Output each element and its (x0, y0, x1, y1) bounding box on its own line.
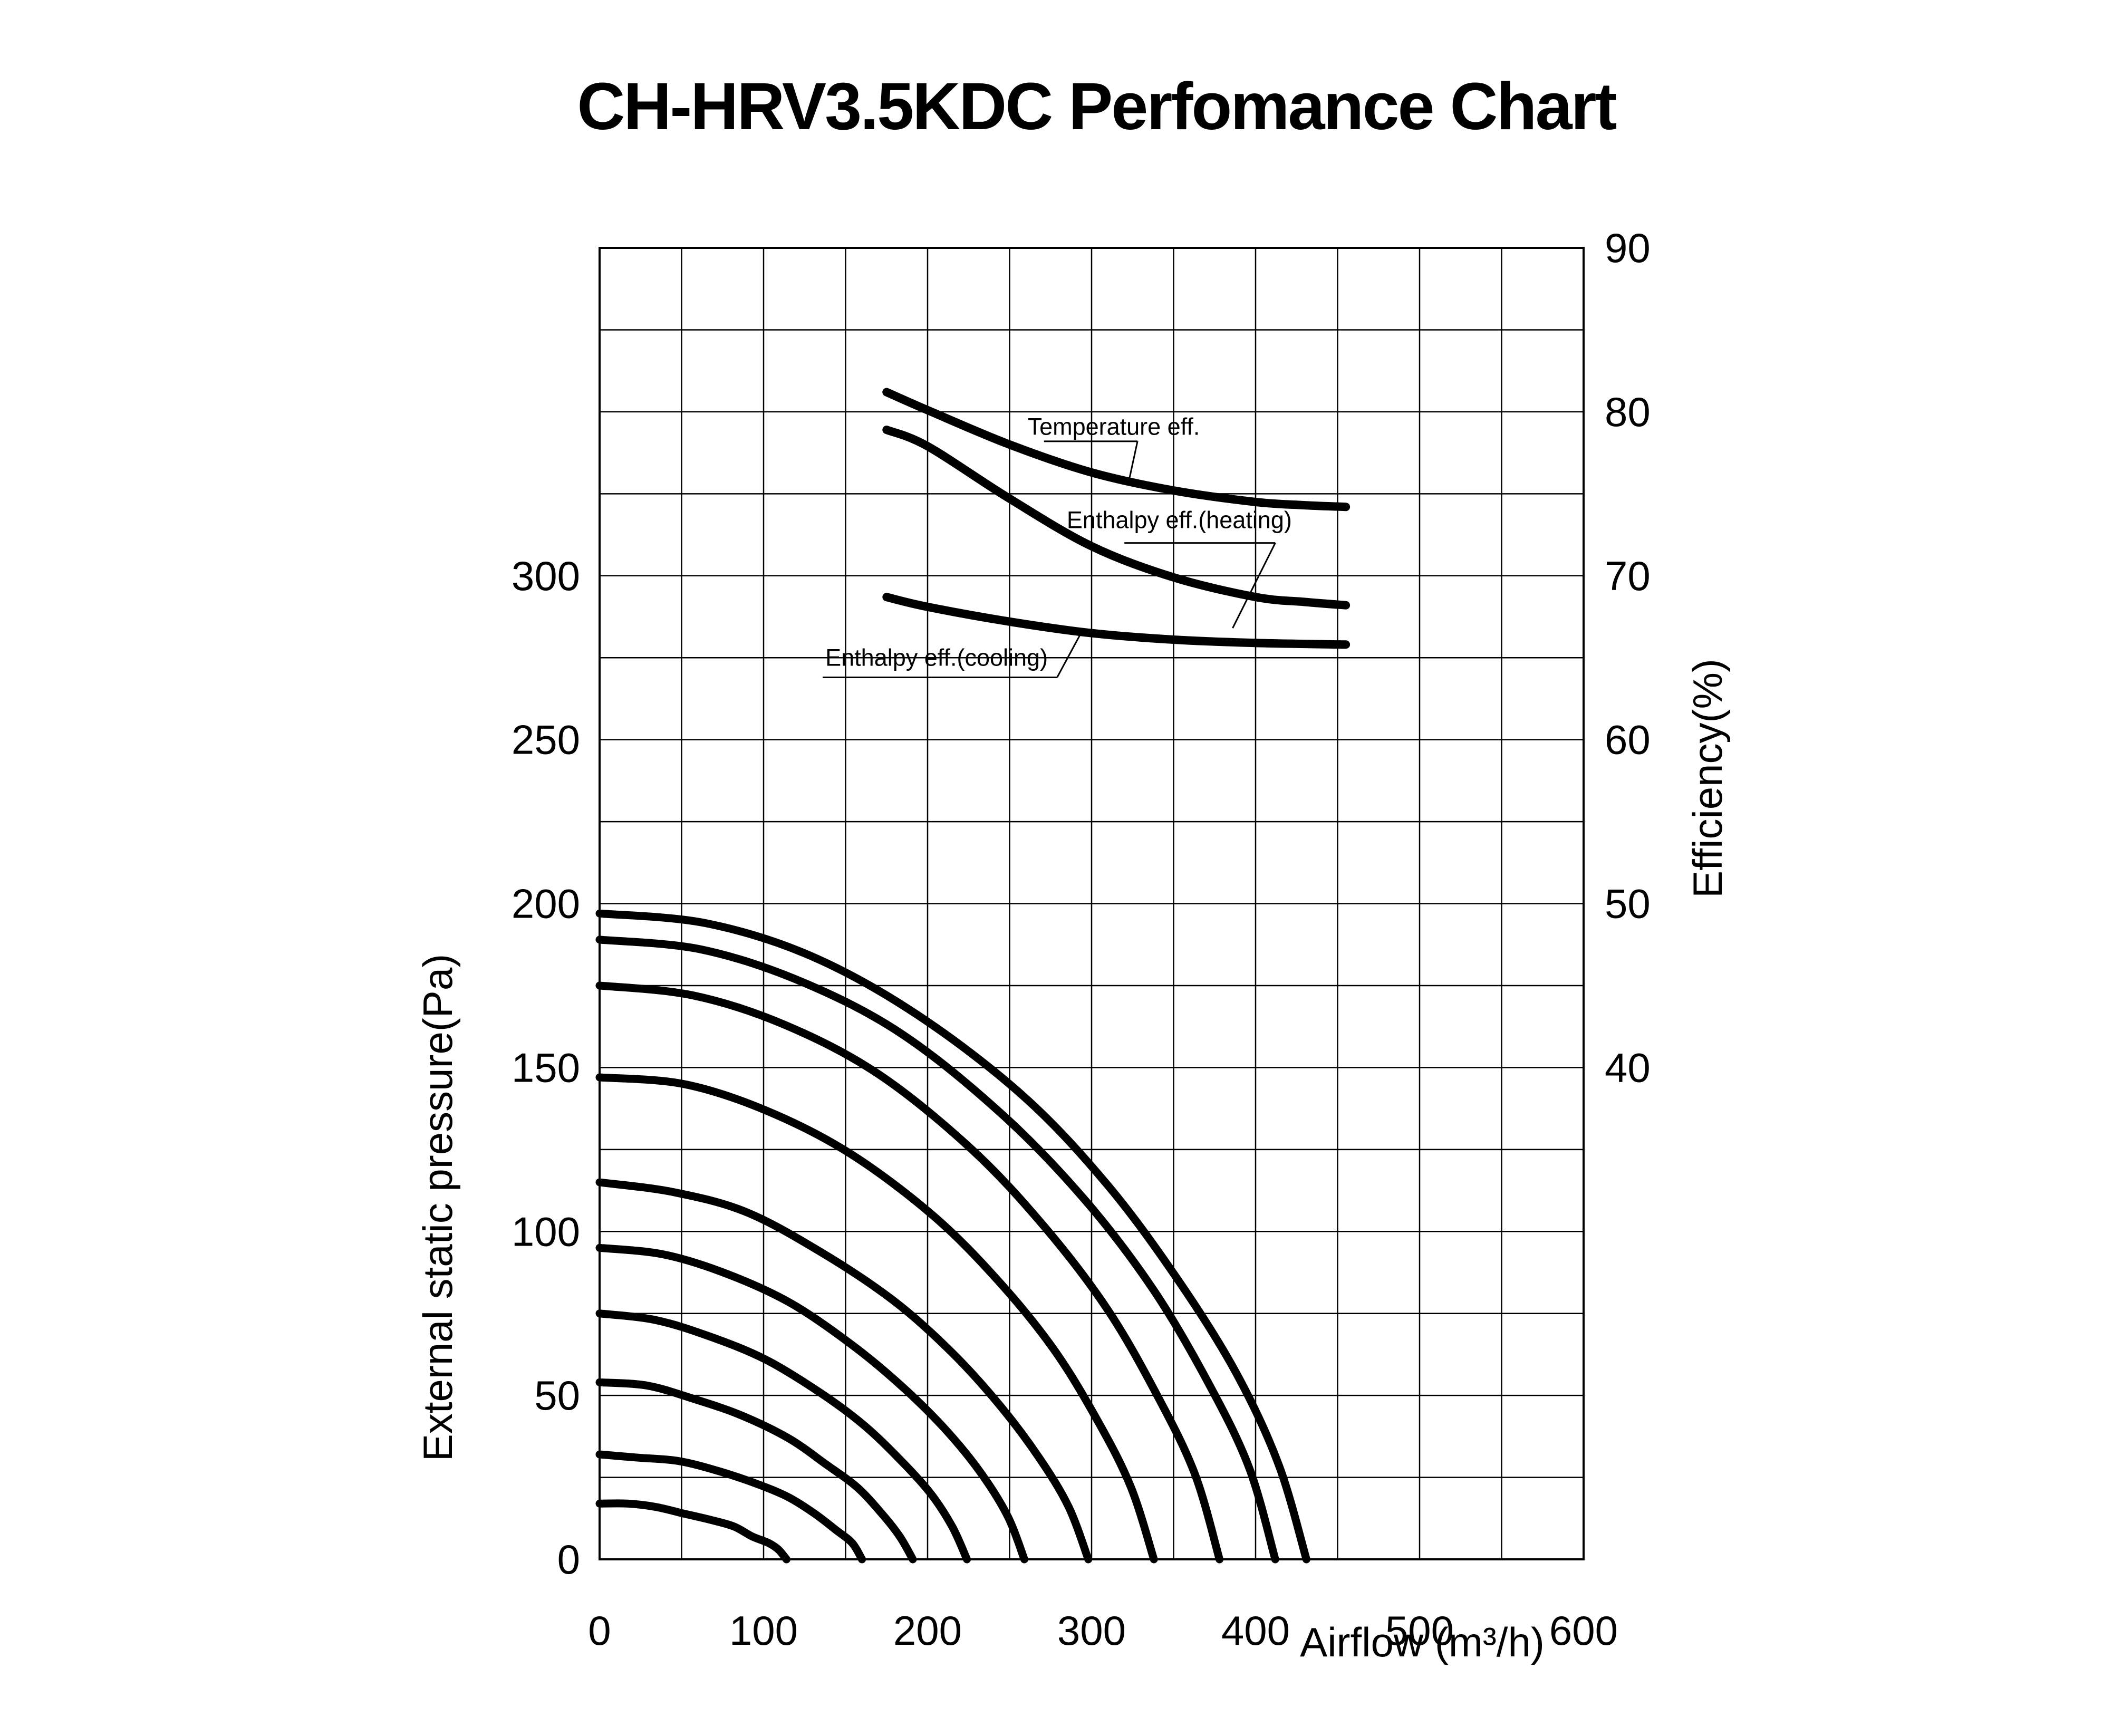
label-leader-temperature-eff (1128, 441, 1139, 479)
efficiency-curve-temperature-eff (882, 388, 1351, 512)
fan-curve-5 (595, 1178, 1093, 1564)
fan-curve-3 (595, 981, 1224, 1564)
y-right-tick-label: 50 (1605, 881, 1651, 927)
x-tick-label: 0 (588, 1607, 611, 1654)
x-tick-label: 300 (1057, 1607, 1126, 1654)
fan-curve-1 (595, 909, 1310, 1564)
y-left-tick-label: 300 (512, 553, 580, 599)
x-tick-label: 100 (729, 1607, 798, 1654)
fan-curve-9 (595, 1450, 866, 1564)
fan-curve-4 (595, 1073, 1158, 1564)
x-tick-label: 600 (1549, 1607, 1618, 1654)
y-left-tick-label: 200 (512, 881, 580, 927)
label-leader-enthalpy-eff-heating (1232, 542, 1276, 629)
tick-labels: 0 100 200 300 400 500 600 0 50 100 150 200 250 300 40 5… (512, 225, 1651, 1654)
fan-curve-7 (595, 1309, 971, 1564)
fan-curve-2 (595, 935, 1279, 1564)
y-right-tick-label: 70 (1605, 553, 1651, 599)
y-right-tick-label: 90 (1605, 225, 1651, 271)
y-left-tick-label: 150 (512, 1044, 580, 1091)
efficiency-curve-enthalpy-eff-cooling (882, 593, 1351, 649)
x-axis-title: Airflow (m³/h) (1300, 1619, 1545, 1665)
curve-label-enthalpy-eff-cooling: Enthalpy eff.(cooling) (825, 644, 1048, 671)
curve-annotations: Temperature eff. Enthalpy eff.(heating) En… (822, 413, 1292, 678)
fan-curve-8 (595, 1378, 917, 1564)
x-tick-label: 200 (893, 1607, 962, 1654)
fan-curve-10 (595, 1499, 790, 1564)
x-tick-label: 500 (1385, 1607, 1454, 1654)
fan-curve-6 (595, 1243, 1028, 1564)
fan-curves (595, 909, 1310, 1564)
y-left-tick-label: 100 (512, 1208, 580, 1255)
y-right-tick-label: 80 (1605, 389, 1651, 435)
x-tick-label: 400 (1221, 1607, 1290, 1654)
chart-title: CH-HRV3.5KDC Perfomance Chart (577, 69, 1616, 143)
efficiency-curves (882, 388, 1351, 649)
label-leader-enthalpy-eff-cooling (1056, 634, 1081, 678)
efficiency-curve-enthalpy-eff-heating (882, 426, 1351, 610)
y-right-tick-label: 40 (1605, 1044, 1651, 1091)
y-right-tick-label: 60 (1605, 717, 1651, 763)
y-left-axis-title: External static pressure(Pa) (414, 954, 461, 1461)
y-left-tick-label: 50 (534, 1372, 580, 1419)
y-left-tick-label: 0 (557, 1536, 580, 1583)
y-left-tick-label: 250 (512, 717, 580, 763)
y-right-axis-title: Efficiency(%) (1684, 659, 1731, 898)
grid-lines (599, 247, 1585, 1560)
curve-label-temperature-eff: Temperature eff. (1028, 413, 1200, 440)
curve-label-enthalpy-eff-heating: Enthalpy eff.(heating) (1067, 507, 1292, 534)
